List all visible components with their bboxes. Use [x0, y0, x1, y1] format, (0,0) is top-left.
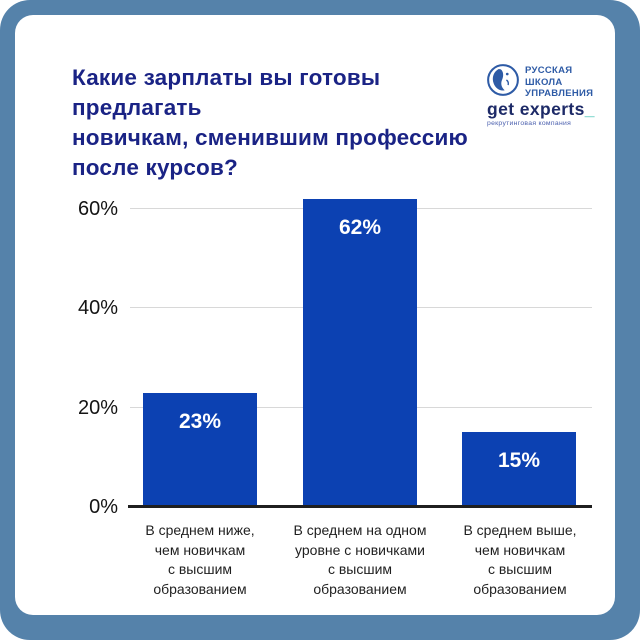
rshu-line-1: РУССКАЯ — [525, 65, 573, 77]
title-line-2: новичкам, сменившим профессию — [72, 125, 468, 150]
y-axis-tick-0: 0% — [89, 496, 118, 518]
get-experts-tagline: рекрутинговая компания — [487, 120, 572, 127]
get-experts-wordmark-text: get experts — [487, 99, 585, 119]
rshu-line-3: УПРАВЛЕНИЯ — [525, 88, 594, 100]
get-experts-underscore: _ — [584, 99, 595, 119]
title-line-1: Какие зарплаты вы готовы предлагать — [72, 65, 381, 120]
bar-higher-salary: 15% — [462, 432, 576, 507]
rshu-globe-icon — [486, 63, 520, 102]
y-axis-tick-20: 20% — [77, 397, 118, 419]
page-title: Какие зарплаты вы готовы предлагать нови… — [72, 63, 482, 183]
y-axis-tick-40: 40% — [77, 297, 118, 319]
bar-lower-salary: 23% — [143, 393, 257, 507]
get-experts-wordmark: get experts_ — [487, 99, 595, 119]
rshu-logo: РУССКАЯ ШКОЛА УПРАВЛЕНИЯ — [486, 63, 593, 102]
bar-value-label: 62% — [338, 216, 382, 239]
bar-value-label: 15% — [497, 449, 541, 472]
chart-card: Какие зарплаты вы готовы предлагать нови… — [15, 15, 615, 615]
bar-same-salary: 62% — [303, 199, 417, 507]
get-experts-logo: get experts_ рекрутинговая компания — [487, 99, 595, 127]
x-axis-label-same: В среднем на одном уровне с новичками с … — [293, 522, 427, 597]
x-axis-label-lower: В среднем ниже, чем новичкам с высшим об… — [145, 522, 255, 597]
plot-area: 23% 62% 15% — [128, 185, 592, 508]
title-line-3: после курсов? — [72, 155, 238, 180]
x-axis-label-higher: В среднем выше, чем новичкам с высшим об… — [463, 522, 577, 597]
x-axis-line — [128, 505, 592, 508]
y-axis-tick-60: 60% — [77, 198, 118, 220]
rshu-logo-text: РУССКАЯ ШКОЛА УПРАВЛЕНИЯ — [525, 65, 593, 100]
rshu-line-2: ШКОЛА — [525, 76, 563, 88]
bar-value-label: 23% — [178, 410, 222, 433]
